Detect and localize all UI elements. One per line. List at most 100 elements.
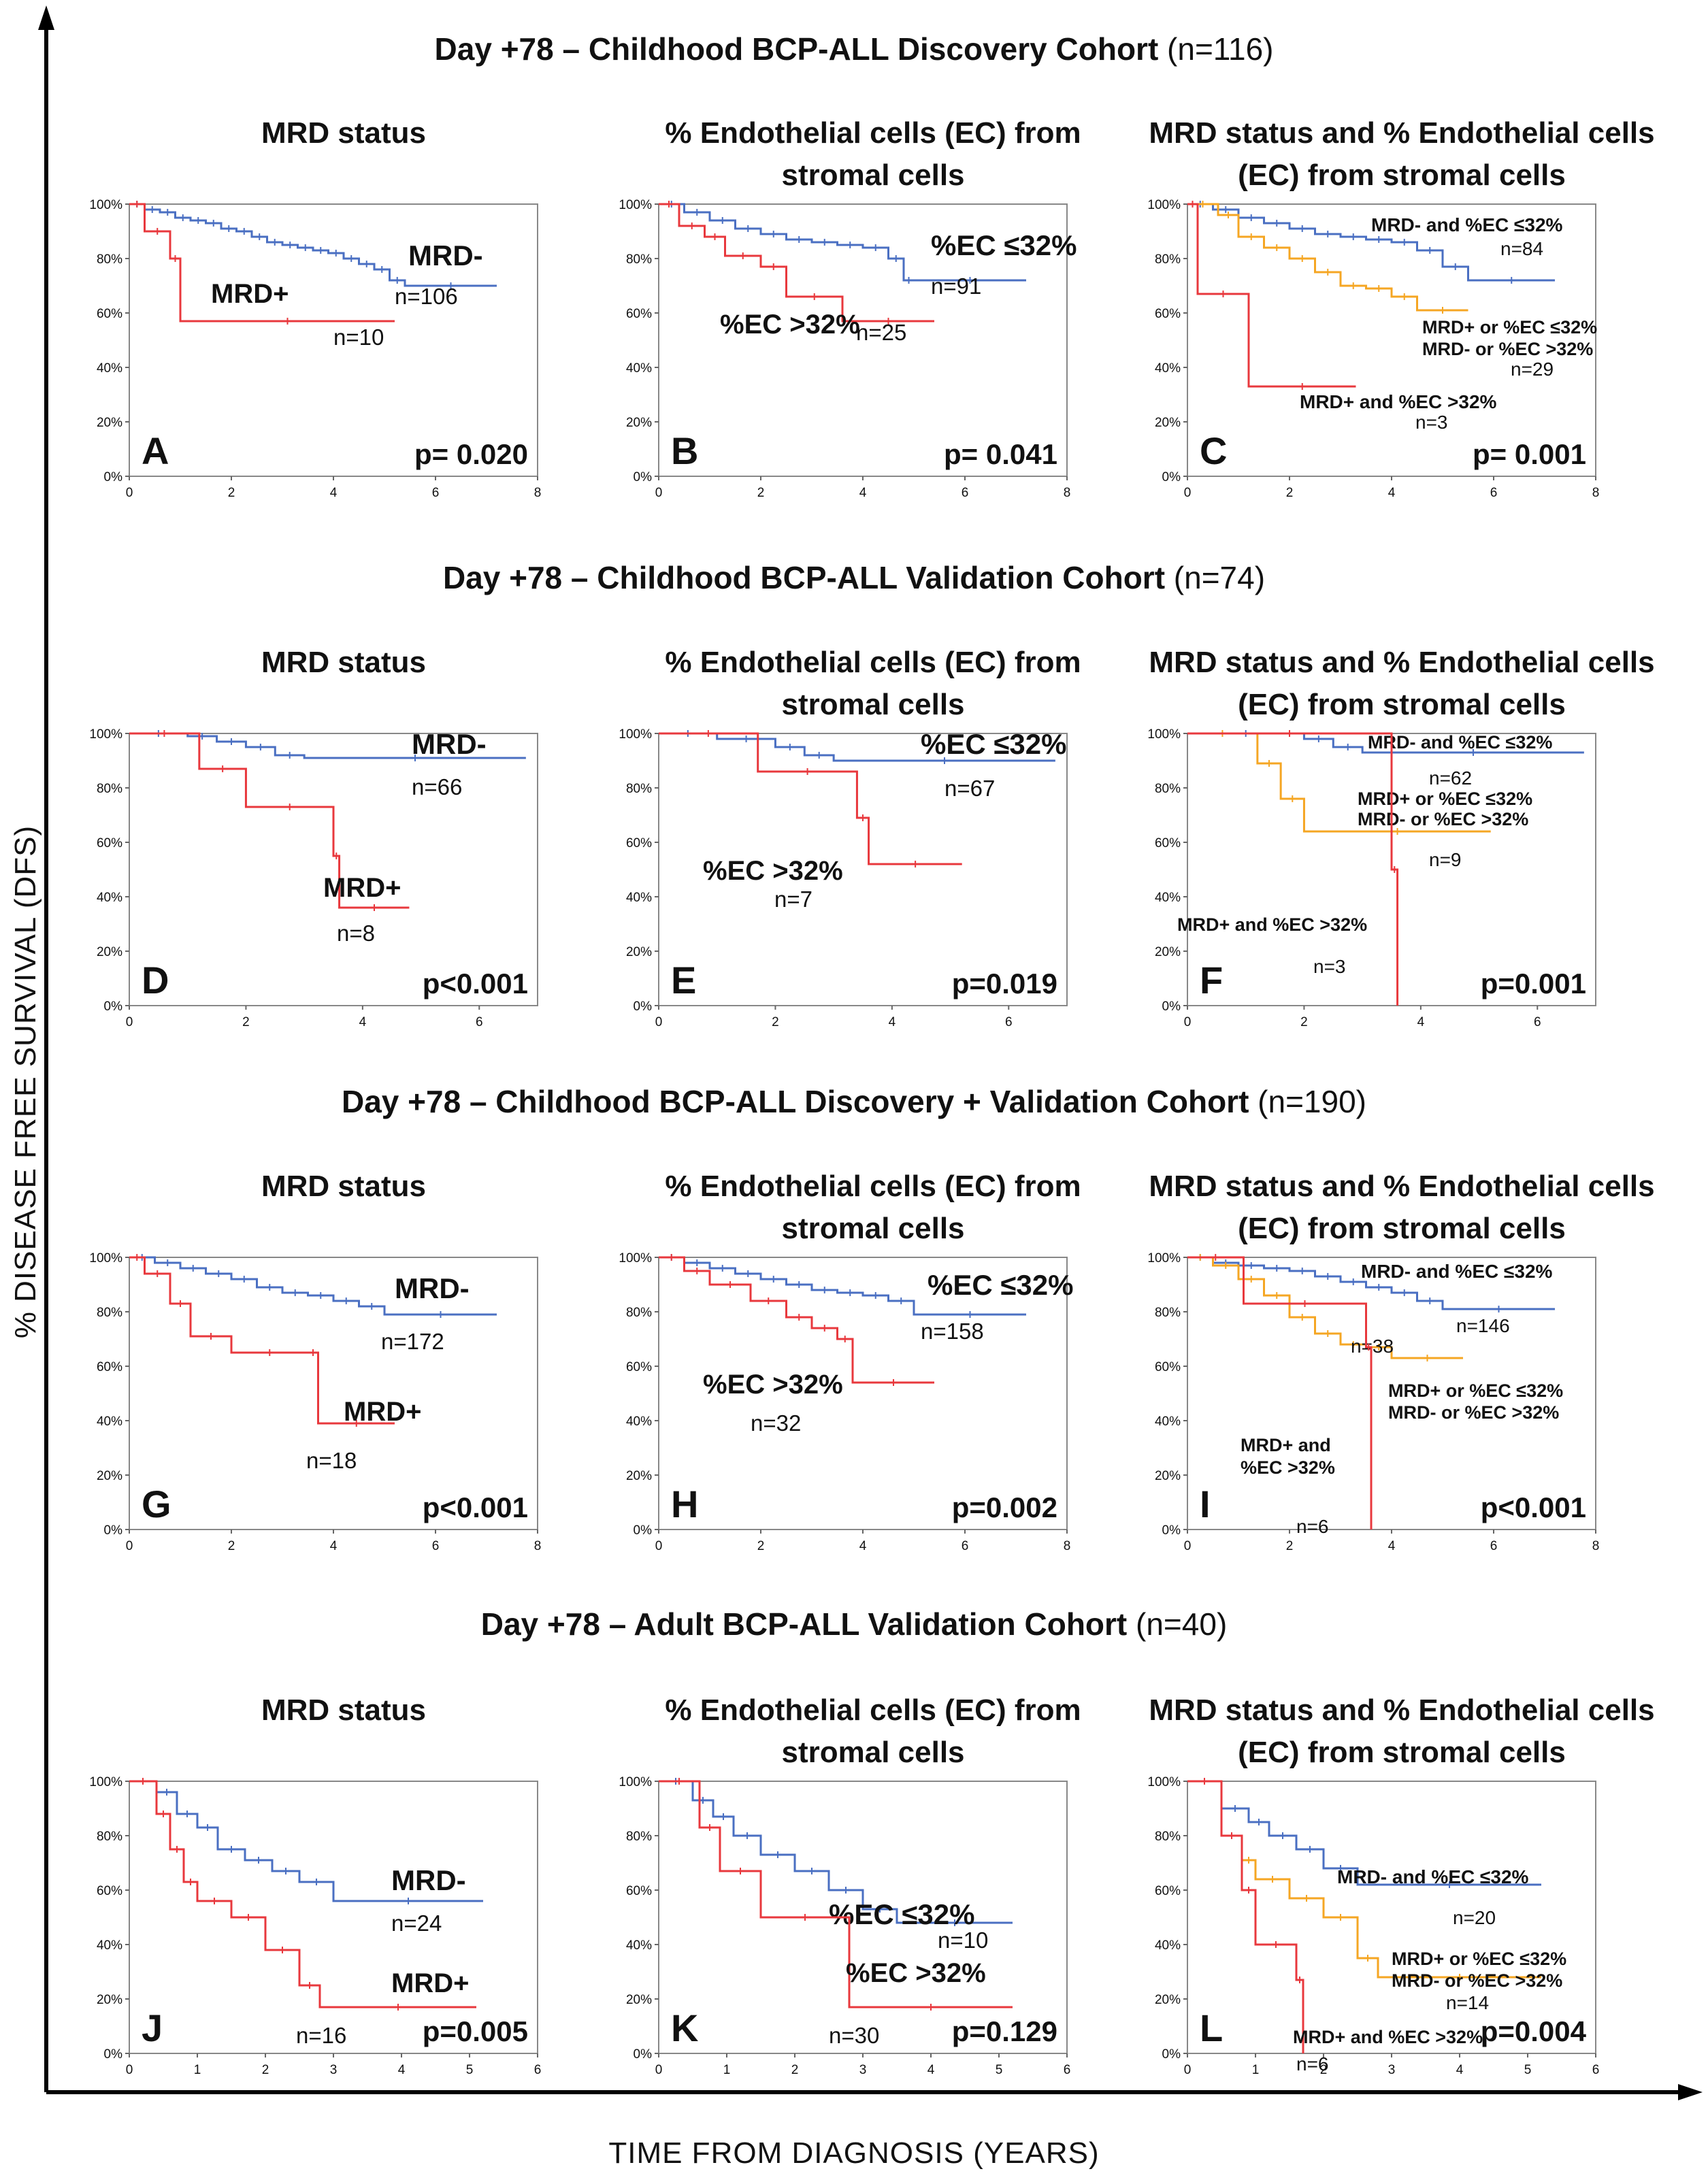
p-value: p=0.002	[952, 1491, 1057, 1523]
panel-letter: L	[1200, 2006, 1223, 2049]
x-tick-label: 0	[126, 2063, 133, 2077]
row-title-combined: Day +78 – Childhood BCP-ALL Discovery + …	[0, 1083, 1708, 1120]
x-tick-label: 4	[330, 1539, 338, 1553]
series-label: MRD-	[412, 728, 487, 760]
y-tick-label: 20%	[1155, 1469, 1181, 1483]
y-tick-label: 60%	[1155, 836, 1181, 850]
y-tick-label: 60%	[626, 1884, 652, 1898]
y-tick-label: 100%	[89, 1775, 122, 1789]
series-label: MRD+ or %EC ≤32%	[1392, 1949, 1566, 1969]
x-tick-label: 6	[1490, 486, 1498, 500]
x-tick-label: 8	[534, 1539, 542, 1553]
y-tick-label: 80%	[97, 1306, 122, 1320]
series-label-2: %EC >32%	[1241, 1457, 1335, 1478]
panel-letter: C	[1200, 429, 1227, 472]
panel-d-title: MRD status	[261, 646, 427, 679]
x-tick-label: 8	[534, 486, 542, 500]
y-tick-label: 40%	[1155, 1938, 1181, 1953]
series-n-label: n=30	[829, 2023, 879, 2048]
y-tick-label: 60%	[97, 836, 122, 850]
series-label: %EC >32%	[846, 1958, 986, 1988]
y-tick-label: 80%	[97, 782, 122, 796]
series-n-label: n=20	[1453, 1907, 1496, 1928]
y-tick-label: 60%	[626, 836, 652, 850]
x-tick-label: 4	[359, 1015, 367, 1029]
series-label: MRD+	[323, 873, 401, 903]
series-label: MRD-	[395, 1272, 470, 1304]
y-tick-label: 40%	[97, 1415, 122, 1429]
series-label: MRD+ and %EC >32%	[1177, 914, 1367, 935]
plot-frame	[129, 1781, 538, 2054]
x-tick-label: 4	[1388, 486, 1396, 500]
series-label: MRD+ and %EC >32%	[1293, 2027, 1483, 2047]
x-tick-label: 6	[1005, 1015, 1013, 1029]
km-curve-red	[1187, 1780, 1304, 2053]
series-label: MRD- and %EC ≤32%	[1371, 214, 1563, 235]
y-tick-label: 60%	[97, 307, 122, 321]
x-tick-label: 4	[330, 486, 338, 500]
series-n-label: n=38	[1351, 1336, 1394, 1357]
y-tick-label: 100%	[89, 1251, 122, 1266]
km-curve-red	[659, 1256, 934, 1384]
series-label: MRD- and %EC ≤32%	[1368, 732, 1552, 753]
x-tick-label: 0	[655, 1539, 663, 1553]
y-tick-label: 100%	[619, 198, 652, 212]
p-value: p=0.005	[423, 2015, 528, 2047]
x-tick-label: 0	[1184, 486, 1192, 500]
y-tick-label: 40%	[626, 891, 652, 905]
series-label: MRD- and %EC ≤32%	[1361, 1261, 1553, 1282]
panel-letter: J	[142, 2006, 163, 2049]
panel-letter: D	[142, 959, 169, 1002]
series-label: MRD+	[391, 1968, 469, 1998]
y-tick-label: 60%	[1155, 1884, 1181, 1898]
y-tick-label: 80%	[97, 1830, 122, 1844]
panel-letter: K	[671, 2006, 698, 2049]
panel-a-title: MRD status	[261, 116, 427, 150]
x-tick-label: 8	[1064, 486, 1071, 500]
x-tick-label: 2	[1286, 1539, 1294, 1553]
x-tick-label: 6	[1592, 2063, 1600, 2077]
panel-letter: H	[671, 1483, 698, 1525]
y-tick-label: 0%	[1162, 470, 1181, 484]
x-tick-label: 4	[889, 1015, 896, 1029]
series-label: MRD+ or %EC ≤32%	[1422, 317, 1597, 337]
y-tick-label: 0%	[634, 470, 653, 484]
row-title-text: Day +78 – Childhood BCP-ALL Discovery + …	[341, 1084, 1249, 1119]
panel-e-chart: 0% 20% 40% 60% 80% 100% 0 2 4 6 %EC ≤32% n=67 %EC >3…	[619, 727, 1068, 1029]
series-n-label: n=6	[1296, 1516, 1329, 1537]
y-tick-label: 20%	[1155, 416, 1181, 430]
p-value: p=0.129	[952, 2015, 1057, 2047]
panel-f-title: MRD status and % Endothelial cells (EC) …	[1149, 646, 1655, 721]
series-n-label: n=3	[1313, 956, 1346, 977]
panel-b-title: % Endothelial cells (EC) from stromal ce…	[665, 116, 1081, 192]
series-label: %EC ≤32%	[921, 728, 1066, 760]
panel-b-chart: 0% 20% 40% 60% 80% 100% 0 2 4 6 8 %EC ≤32% n=91 %EC >…	[619, 198, 1077, 500]
panel-a-chart: 0% 20% 40% 60% 80% 100% 0 2 4 6 8 MRD-n=106 MRD+ n=10…	[89, 198, 542, 500]
x-tick-label: 2	[242, 1015, 250, 1029]
panel-h-chart: 0% 20% 40% 60% 80% 100% 0 2 4 6 8 %EC ≤32% n=158 %EC …	[619, 1251, 1073, 1553]
panel-letter: B	[671, 429, 698, 472]
series-label: MRD+	[344, 1397, 421, 1427]
y-tick-label: 20%	[626, 945, 652, 959]
x-tick-label: 1	[1252, 2063, 1260, 2077]
p-value: p<0.001	[423, 968, 528, 999]
series-n-label: n=8	[337, 921, 375, 946]
y-tick-label: 20%	[1155, 945, 1181, 959]
panel-letter: I	[1200, 1483, 1211, 1525]
row-title-n: (n=40)	[1136, 1606, 1228, 1642]
row-title-validation: Day +78 – Childhood BCP-ALL Validation C…	[0, 559, 1708, 596]
y-tick-label: 100%	[1147, 198, 1181, 212]
x-tick-label: 0	[126, 1539, 133, 1553]
x-tick-label: 0	[1184, 2063, 1192, 2077]
y-tick-label: 0%	[104, 470, 123, 484]
km-curve-red	[1187, 203, 1356, 388]
row-title-n: (n=190)	[1258, 1084, 1367, 1119]
x-tick-label: 4	[1388, 1539, 1396, 1553]
y-tick-label: 80%	[626, 1306, 652, 1320]
p-value: p=0.001	[1481, 968, 1586, 999]
series-n-label: n=32	[751, 1410, 801, 1436]
y-tick-label: 40%	[626, 1415, 652, 1429]
x-tick-label: 1	[723, 2063, 731, 2077]
x-tick-label: 0	[655, 486, 663, 500]
